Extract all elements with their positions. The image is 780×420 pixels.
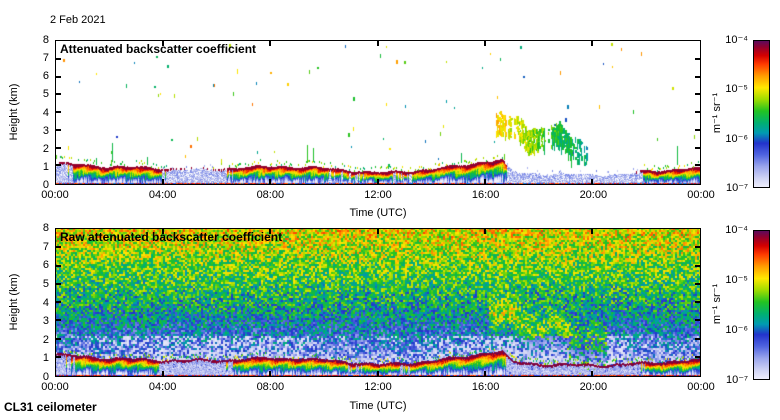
x-tick-label: 20:00 bbox=[579, 381, 608, 393]
x-tick-label: 00:00 bbox=[41, 189, 69, 201]
y-tick-label: 3 bbox=[42, 315, 49, 328]
y-tick-label: 5 bbox=[42, 277, 49, 290]
attenuated-backscatter-heatmap bbox=[55, 40, 701, 185]
x-tick-label: 00:00 bbox=[41, 381, 69, 393]
x-tick-label: 00:00 bbox=[687, 381, 715, 393]
colorbar-tick-label: 10⁻⁴ bbox=[725, 34, 748, 46]
y-tick-label: 1 bbox=[42, 160, 49, 173]
x-tick-label: 20:00 bbox=[579, 189, 608, 201]
top-y-axis-label: Height (km) bbox=[8, 83, 20, 141]
colorbar-tick-label: 10⁻⁷ bbox=[725, 374, 748, 386]
y-tick-label: 8 bbox=[42, 34, 49, 46]
y-tick-label: 7 bbox=[42, 240, 49, 253]
colorbar-tick-label: 10⁻⁷ bbox=[725, 182, 748, 194]
colorbar-tick-label: 10⁻⁵ bbox=[725, 83, 748, 96]
instrument-label: CL31 ceilometer bbox=[4, 400, 97, 414]
colorbar-tick-label: 10⁻⁵ bbox=[725, 274, 748, 286]
y-tick-label: 0 bbox=[42, 371, 49, 383]
x-tick-label: 00:00 bbox=[687, 189, 715, 201]
y-tick-label: 2 bbox=[42, 333, 49, 346]
y-tick-label: 3 bbox=[42, 124, 49, 137]
x-tick-label: 08:00 bbox=[256, 381, 285, 393]
x-tick-label: 16:00 bbox=[471, 381, 500, 393]
y-tick-label: 1 bbox=[42, 352, 49, 365]
x-tick-label: 16:00 bbox=[471, 189, 500, 201]
y-tick-label: 7 bbox=[42, 52, 49, 65]
top-colorbar-unit-label: m⁻¹ sr⁻¹ bbox=[711, 92, 723, 134]
y-tick-label: 0 bbox=[42, 179, 49, 191]
bottom-colorbar-unit-label: m⁻¹ sr⁻¹ bbox=[711, 283, 723, 325]
date-label: 2 Feb 2021 bbox=[50, 14, 106, 26]
y-tick-label: 4 bbox=[42, 106, 49, 119]
top-colorbar bbox=[753, 40, 770, 188]
bottom-x-axis-label: Time (UTC) bbox=[349, 400, 407, 412]
top-x-axis-label: Time (UTC) bbox=[349, 207, 407, 219]
colorbar-tick-label: 10⁻⁶ bbox=[725, 324, 748, 336]
y-tick-label: 6 bbox=[42, 70, 49, 83]
y-tick-label: 8 bbox=[42, 222, 49, 234]
y-tick-label: 5 bbox=[42, 88, 49, 101]
y-tick-label: 6 bbox=[42, 259, 49, 272]
colorbar-tick-label: 10⁻⁶ bbox=[725, 132, 748, 145]
bottom-colorbar bbox=[753, 230, 770, 380]
y-tick-label: 2 bbox=[42, 142, 49, 155]
x-tick-label: 04:00 bbox=[148, 189, 177, 201]
x-tick-label: 04:00 bbox=[148, 381, 177, 393]
x-tick-label: 12:00 bbox=[364, 381, 392, 393]
raw-attenuated-backscatter-heatmap bbox=[55, 228, 701, 377]
x-tick-label: 12:00 bbox=[364, 189, 392, 201]
y-tick-label: 4 bbox=[42, 296, 49, 309]
colorbar-tick-label: 10⁻⁴ bbox=[725, 224, 748, 236]
bottom-y-axis-label: Height (km) bbox=[8, 273, 20, 331]
x-tick-label: 08:00 bbox=[256, 189, 285, 201]
